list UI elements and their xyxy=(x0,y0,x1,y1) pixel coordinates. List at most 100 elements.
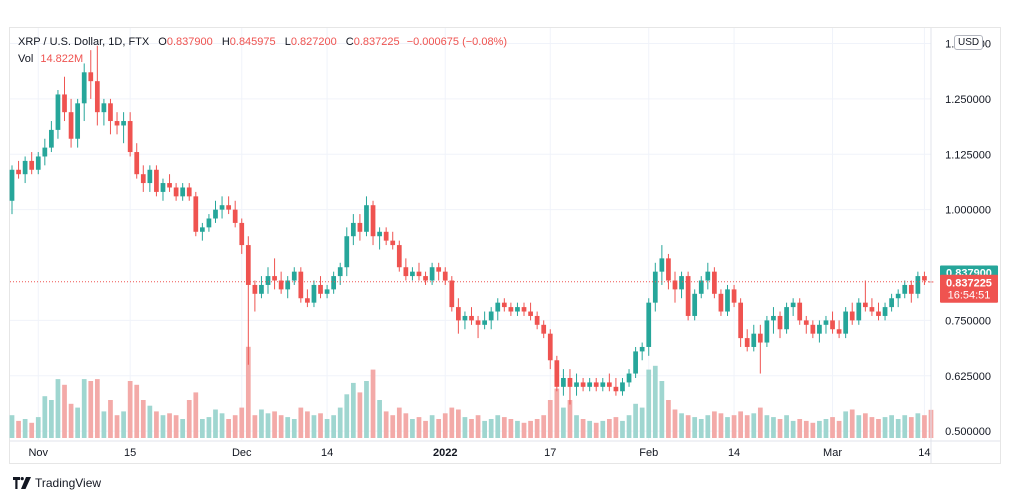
volume-bar xyxy=(574,415,579,438)
candle-body xyxy=(488,311,494,321)
candle-body xyxy=(416,271,422,277)
candle-body xyxy=(521,307,527,312)
candle-body xyxy=(49,129,54,148)
close-label: C xyxy=(345,36,354,48)
volume-bar xyxy=(410,419,415,438)
volume-bar xyxy=(154,411,159,438)
candle-body xyxy=(278,280,284,290)
volume-bar xyxy=(29,422,35,438)
volume-bar xyxy=(173,415,179,438)
candle-body xyxy=(922,276,927,281)
volume-bar xyxy=(705,415,711,438)
currency-selector[interactable]: USD xyxy=(954,35,984,50)
candle-body xyxy=(843,311,849,334)
volume-bar xyxy=(823,419,829,438)
candle-body xyxy=(42,147,48,157)
volume-bar xyxy=(278,415,284,438)
volume-bar xyxy=(639,407,645,438)
volume-bar xyxy=(140,400,146,438)
volume-bar xyxy=(81,379,87,438)
volume-bar xyxy=(600,420,606,438)
volume-bar xyxy=(725,417,730,438)
volume-bar xyxy=(508,419,514,438)
volume-bar xyxy=(357,392,363,438)
candle-body xyxy=(383,231,389,241)
candle-body xyxy=(547,333,553,361)
candle-body xyxy=(357,222,363,232)
volume-bar xyxy=(436,419,442,438)
candle-body xyxy=(882,307,888,316)
tradingview-logo[interactable]: TradingView xyxy=(13,476,101,490)
candle-body xyxy=(396,245,402,268)
low-value: 0.827200 xyxy=(290,36,337,48)
volume-bar xyxy=(462,417,468,438)
volume-bar xyxy=(416,417,422,438)
candle-body xyxy=(849,311,855,321)
volume-bar xyxy=(580,419,586,438)
x-tick-label: Feb xyxy=(639,447,658,459)
candle-body xyxy=(830,320,835,330)
volume-bar xyxy=(521,422,527,438)
candle-body xyxy=(423,276,428,281)
volume-bar xyxy=(797,419,803,438)
volume-bar xyxy=(849,409,855,438)
volume-bar xyxy=(889,415,894,438)
candle-body xyxy=(567,377,573,387)
candle-body xyxy=(350,222,356,237)
candle-body xyxy=(587,382,593,387)
candle-body xyxy=(817,324,822,334)
candle-body xyxy=(239,222,245,246)
volume-bar xyxy=(219,413,225,438)
x-tick-label: Mar xyxy=(823,447,842,459)
volume-bar xyxy=(180,419,186,438)
candle-body xyxy=(889,298,894,308)
candle-body xyxy=(757,333,763,343)
volume-bar xyxy=(731,415,737,438)
candle-body xyxy=(613,386,619,392)
candle-body xyxy=(600,382,606,387)
volume-bar xyxy=(757,407,763,438)
candle-body xyxy=(639,346,645,352)
volume-bar xyxy=(449,407,455,438)
volume-bar xyxy=(915,413,921,438)
volume-bar xyxy=(252,415,258,438)
candle-body xyxy=(554,360,560,387)
candle-body xyxy=(475,320,481,325)
high-value: 0.845975 xyxy=(229,36,276,48)
volume-bar xyxy=(259,409,264,438)
candle-body xyxy=(666,258,671,281)
volume-bar xyxy=(423,420,428,438)
candle-body xyxy=(869,307,875,312)
x-tick-label: 14 xyxy=(728,447,740,459)
candle-body xyxy=(436,267,442,272)
tradingview-icon xyxy=(13,477,31,489)
open-value: 0.837900 xyxy=(166,36,213,48)
volume-bar xyxy=(777,419,783,438)
volume-bar xyxy=(114,415,120,438)
candle-body xyxy=(784,307,789,330)
candle-body xyxy=(771,315,776,321)
volume-bar xyxy=(856,415,862,438)
volume-bar xyxy=(49,400,54,438)
candle-body xyxy=(265,276,271,285)
candle-body xyxy=(751,333,757,347)
volume-bar xyxy=(528,420,533,438)
volume-bar xyxy=(55,379,61,438)
candle-body xyxy=(823,320,829,325)
candle-body xyxy=(442,271,448,281)
brand-label: TradingView xyxy=(35,476,102,490)
candle-body xyxy=(908,284,914,294)
candle-body xyxy=(226,205,231,210)
candle-body xyxy=(856,302,862,321)
candle-body xyxy=(154,169,159,192)
y-tick-label: 0.625000 xyxy=(945,371,991,383)
volume-bar xyxy=(862,413,868,438)
volume-bar xyxy=(350,382,356,438)
candle-body xyxy=(462,315,468,321)
volume-bar xyxy=(659,381,665,438)
candle-body xyxy=(245,245,251,285)
volume-bar xyxy=(101,411,107,438)
volume-bar xyxy=(685,415,691,438)
candle-body xyxy=(705,271,711,281)
